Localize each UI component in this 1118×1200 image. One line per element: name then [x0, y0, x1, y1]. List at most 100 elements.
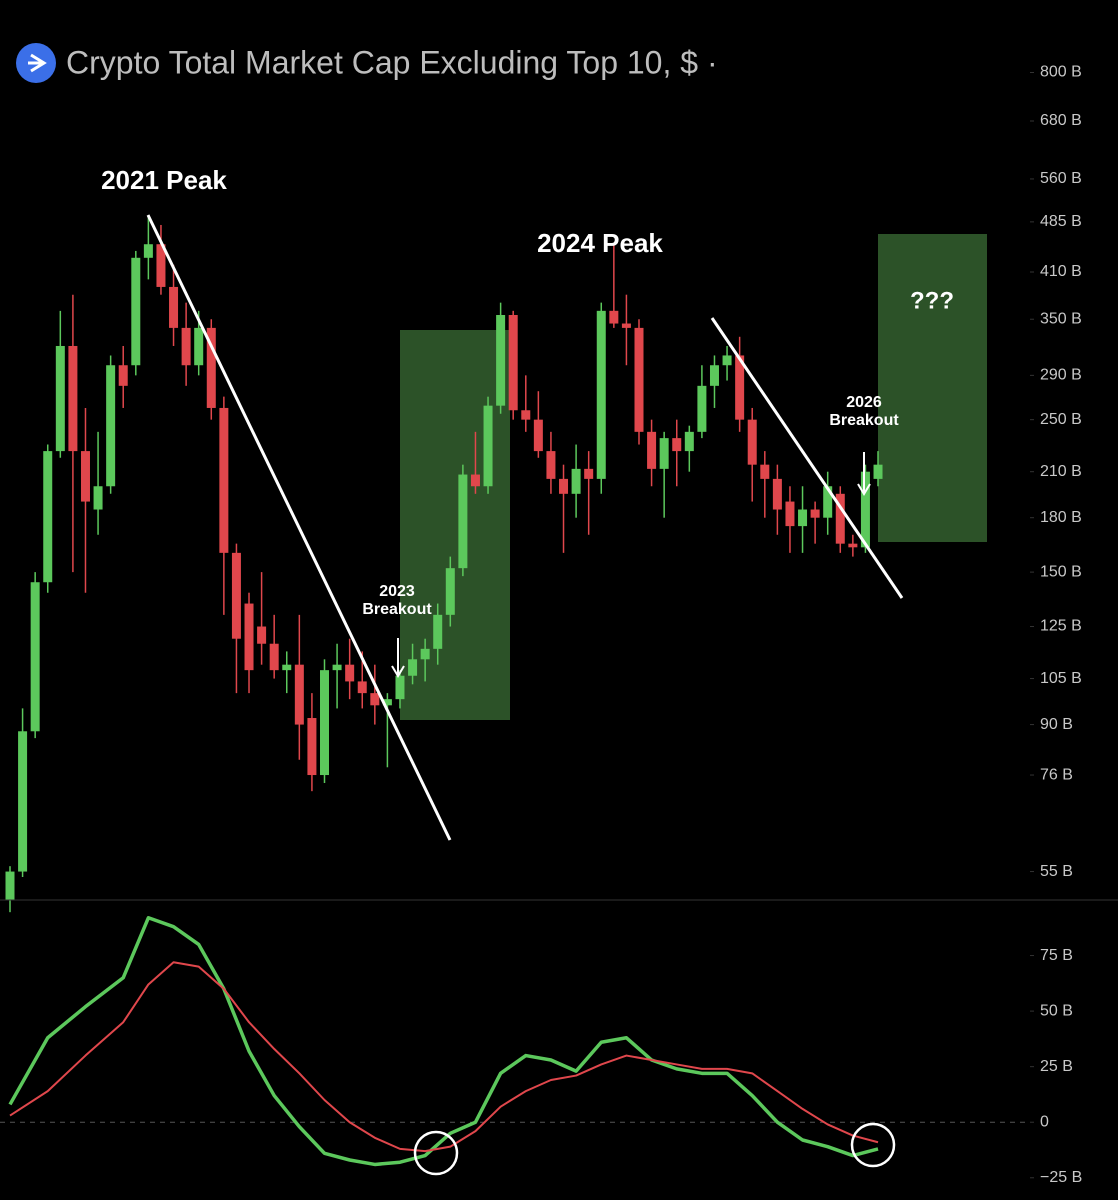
y-tick-label: −25 B: [1040, 1169, 1082, 1186]
candle-body: [357, 681, 367, 694]
candle-body: [559, 478, 569, 494]
y-tick-label: 560 B: [1040, 170, 1082, 187]
candle-body: [307, 718, 317, 776]
candle-body: [30, 582, 40, 732]
candle-body: [231, 552, 241, 639]
candle-body: [835, 493, 845, 544]
candle-body: [269, 643, 279, 671]
candle-body: [370, 693, 380, 706]
candle-body: [93, 486, 103, 510]
candle-body: [332, 664, 342, 671]
candle-body: [810, 509, 820, 518]
trendline: [146, 214, 452, 841]
candle-body: [848, 543, 858, 548]
candle-body: [320, 670, 329, 776]
annotation: 2026: [846, 394, 882, 411]
candle-body: [18, 731, 28, 872]
candle-body: [181, 327, 191, 366]
candle-body: [131, 257, 141, 366]
y-tick-label: 55 B: [1040, 863, 1073, 880]
candle-body: [408, 659, 418, 676]
candle-body: [647, 431, 657, 469]
breakout-box: [400, 330, 510, 720]
y-tick-label: 250 B: [1040, 411, 1082, 428]
y-tick-label: 485 B: [1040, 213, 1082, 230]
arrow-head: [857, 483, 871, 496]
candle-body: [470, 474, 480, 487]
candle-body: [760, 464, 770, 479]
candle-body: [697, 385, 707, 432]
candle-body: [621, 323, 631, 328]
y-tick-label: 180 B: [1040, 509, 1082, 526]
candle-body: [772, 478, 782, 510]
candle-body: [118, 365, 128, 386]
candle-body: [458, 474, 468, 569]
candle-body: [106, 365, 116, 487]
target-box: [878, 234, 987, 542]
candle-body: [521, 410, 531, 420]
candle-body: [68, 345, 78, 452]
candle-body: [433, 614, 443, 649]
annotation: 2024 Peak: [537, 228, 663, 258]
chart-title: Crypto Total Market Cap Excluding Top 10…: [66, 44, 718, 80]
candle-body: [5, 871, 15, 900]
y-tick-label: 125 B: [1040, 618, 1082, 635]
y-tick-label: 680 B: [1040, 112, 1082, 129]
y-tick-label: 25 B: [1040, 1058, 1073, 1075]
y-tick-label: 76 B: [1040, 766, 1073, 783]
candle-body: [584, 468, 594, 479]
y-tick-label: 150 B: [1040, 563, 1082, 580]
y-tick-label: 105 B: [1040, 670, 1082, 687]
candle-body: [860, 471, 870, 548]
candle-body: [80, 451, 90, 502]
y-tick-label: 90 B: [1040, 716, 1073, 733]
candle-body: [219, 407, 229, 553]
y-tick-label: 0: [1040, 1113, 1049, 1130]
candle-body: [785, 501, 795, 527]
y-tick-label: 410 B: [1040, 263, 1082, 280]
logo-glyph: [28, 53, 47, 73]
y-tick-label: 75 B: [1040, 947, 1073, 964]
trendline: [710, 317, 904, 599]
candle-body: [483, 405, 493, 487]
y-tick-label: 350 B: [1040, 310, 1082, 327]
highlight-circle: [413, 1130, 459, 1176]
annotation: 2023: [379, 583, 415, 600]
indicator-line: [9, 961, 879, 1153]
candle-body: [244, 603, 254, 671]
annotation: 2021 Peak: [101, 165, 227, 195]
candle-body: [533, 419, 543, 452]
candle-body: [294, 664, 304, 725]
annotation: ???: [910, 287, 954, 314]
candle-body: [206, 327, 216, 408]
y-tick-label: 290 B: [1040, 367, 1082, 384]
candle-body: [798, 509, 808, 527]
candle-body: [345, 664, 355, 682]
candle-body: [169, 286, 179, 328]
candle-body: [420, 648, 430, 660]
candle-body: [571, 468, 581, 494]
candle-body: [735, 355, 745, 420]
arrow-head: [391, 665, 405, 678]
highlight-circle: [850, 1122, 896, 1168]
candle-body: [496, 315, 506, 406]
candle-body: [709, 365, 719, 386]
candle-body: [257, 626, 267, 644]
candle-body: [55, 345, 65, 452]
annotation: Breakout: [829, 412, 899, 429]
candle-body: [722, 355, 732, 366]
candle-body: [194, 327, 204, 366]
y-tick-label: 50 B: [1040, 1002, 1073, 1019]
indicator-line: [8, 916, 879, 1167]
candle-body: [445, 568, 455, 615]
candle-body: [546, 451, 556, 479]
candle-body: [659, 438, 669, 469]
candle-body: [382, 699, 392, 706]
candle-body: [156, 244, 166, 287]
candle-body: [672, 438, 682, 452]
candle-body: [395, 675, 405, 700]
y-tick-label: 800 B: [1040, 64, 1082, 81]
candle-body: [684, 431, 694, 452]
